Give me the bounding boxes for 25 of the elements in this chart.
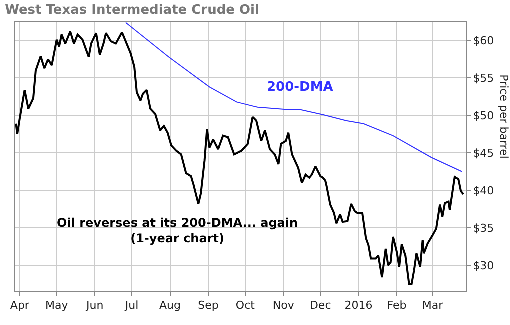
y-tick-label: $55 bbox=[473, 72, 494, 86]
x-tick-label: Oct bbox=[236, 299, 256, 312]
line-series bbox=[125, 22, 463, 172]
x-tick-label: Dec bbox=[310, 299, 332, 312]
y-tick-label: $45 bbox=[473, 146, 494, 160]
x-tick-label: 2016 bbox=[344, 299, 373, 312]
x-tick-label: Feb bbox=[387, 299, 407, 312]
y-tick-label: $30 bbox=[473, 259, 494, 272]
x-tick-label: May bbox=[46, 299, 69, 312]
chart-title: West Texas Intermediate Crude Oil bbox=[5, 2, 260, 18]
x-tick-label: Jun bbox=[86, 299, 104, 312]
y-tick-label: $60 bbox=[473, 34, 494, 48]
y-tick-label: $35 bbox=[473, 222, 494, 235]
line-series bbox=[15, 30, 465, 286]
y-tick-label: $50 bbox=[473, 110, 494, 123]
x-tick-label: Sep bbox=[198, 299, 219, 312]
x-tick-label: Jul bbox=[124, 299, 139, 312]
y-axis-title: Price per barrel bbox=[498, 74, 510, 159]
x-tick-label: Nov bbox=[272, 299, 295, 312]
x-tick-label: Apr bbox=[10, 299, 30, 312]
y-tick-label: $40 bbox=[473, 184, 494, 198]
series-label: 200-DMA bbox=[267, 80, 334, 95]
x-tick-label: Aug bbox=[160, 299, 181, 312]
annotation: Oil reverses at its 200-DMA... again (1-year chart) bbox=[57, 216, 298, 246]
x-tick-label: Mar bbox=[422, 299, 444, 312]
